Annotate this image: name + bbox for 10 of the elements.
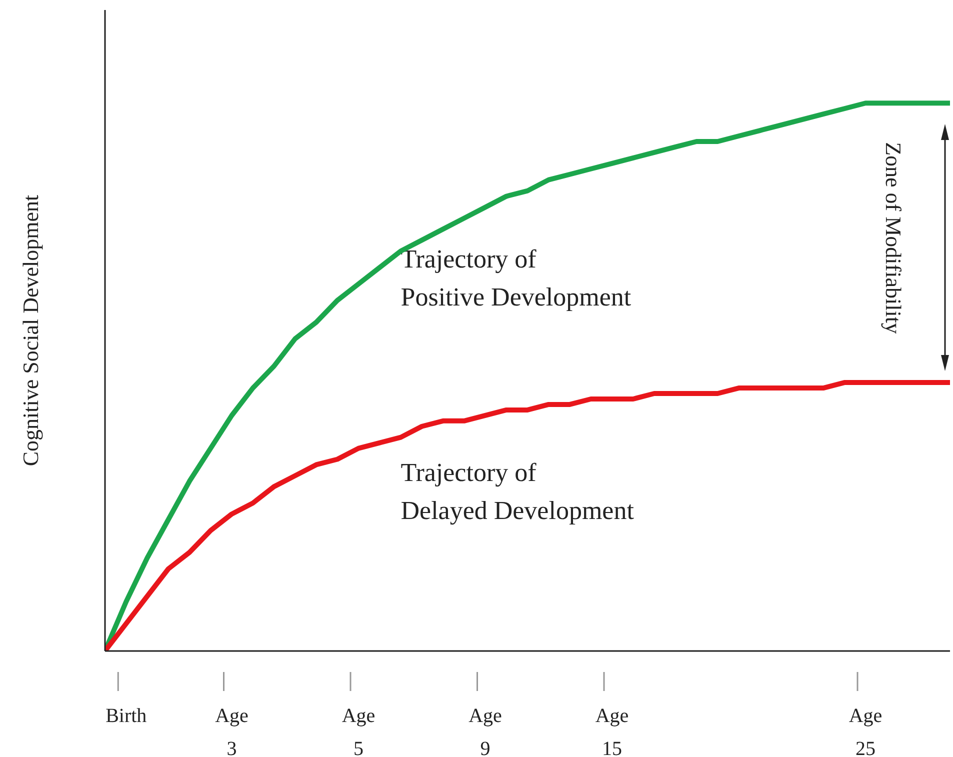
x-tick-label: Age 9 — [468, 705, 502, 757]
annotation: Trajectory of Positive Development — [400, 244, 632, 312]
y-axis-title: Cognitive Social Development — [18, 194, 43, 466]
x-tick-label: Age 15 — [595, 705, 629, 757]
annotation: Zone of Modifiability — [881, 142, 906, 334]
x-tick-label: Age 5 — [342, 705, 376, 757]
annotation: Trajectory of Delayed Development — [400, 458, 635, 526]
x-tick-label: Birth — [106, 705, 147, 727]
x-tick-label: Age 3 — [215, 705, 249, 757]
x-tick-label: Age 25 — [848, 705, 882, 757]
